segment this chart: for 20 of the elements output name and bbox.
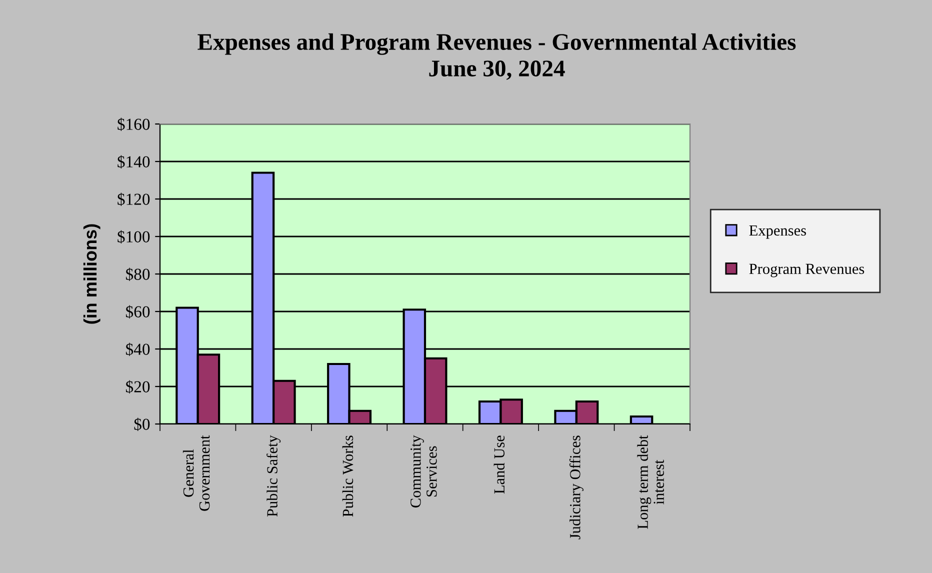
x-tick-label: Land Use — [494, 436, 505, 494]
x-tick-label: Long term debt interest — [637, 435, 664, 529]
chart-title: Expenses and Program Revenues - Governmental Activities June 30, 2024 — [198, 33, 796, 80]
y-tick-label: $140 — [118, 155, 150, 169]
y-tick-label: $20 — [126, 380, 150, 394]
x-tick-label: Public Safety — [266, 435, 281, 517]
x-tick-label: Community Services — [410, 435, 437, 508]
x-tick-label: General Government — [182, 435, 210, 511]
x-tick-label: Judiciary Offices — [569, 436, 584, 540]
y-tick-label: $160 — [118, 118, 150, 132]
y-tick-label: $100 — [118, 230, 150, 244]
y-tick-label: $0 — [134, 418, 150, 432]
legend-label: Program Revenues — [749, 264, 864, 278]
y-tick-label: $40 — [126, 342, 150, 356]
x-tick-label: Public Works — [342, 436, 354, 517]
y-axis-title: (in millions) — [83, 224, 100, 324]
y-tick-label: $120 — [118, 192, 150, 206]
legend-label: Expenses — [749, 226, 806, 239]
y-tick-label: $60 — [126, 305, 150, 319]
y-tick-label: $80 — [126, 268, 150, 282]
